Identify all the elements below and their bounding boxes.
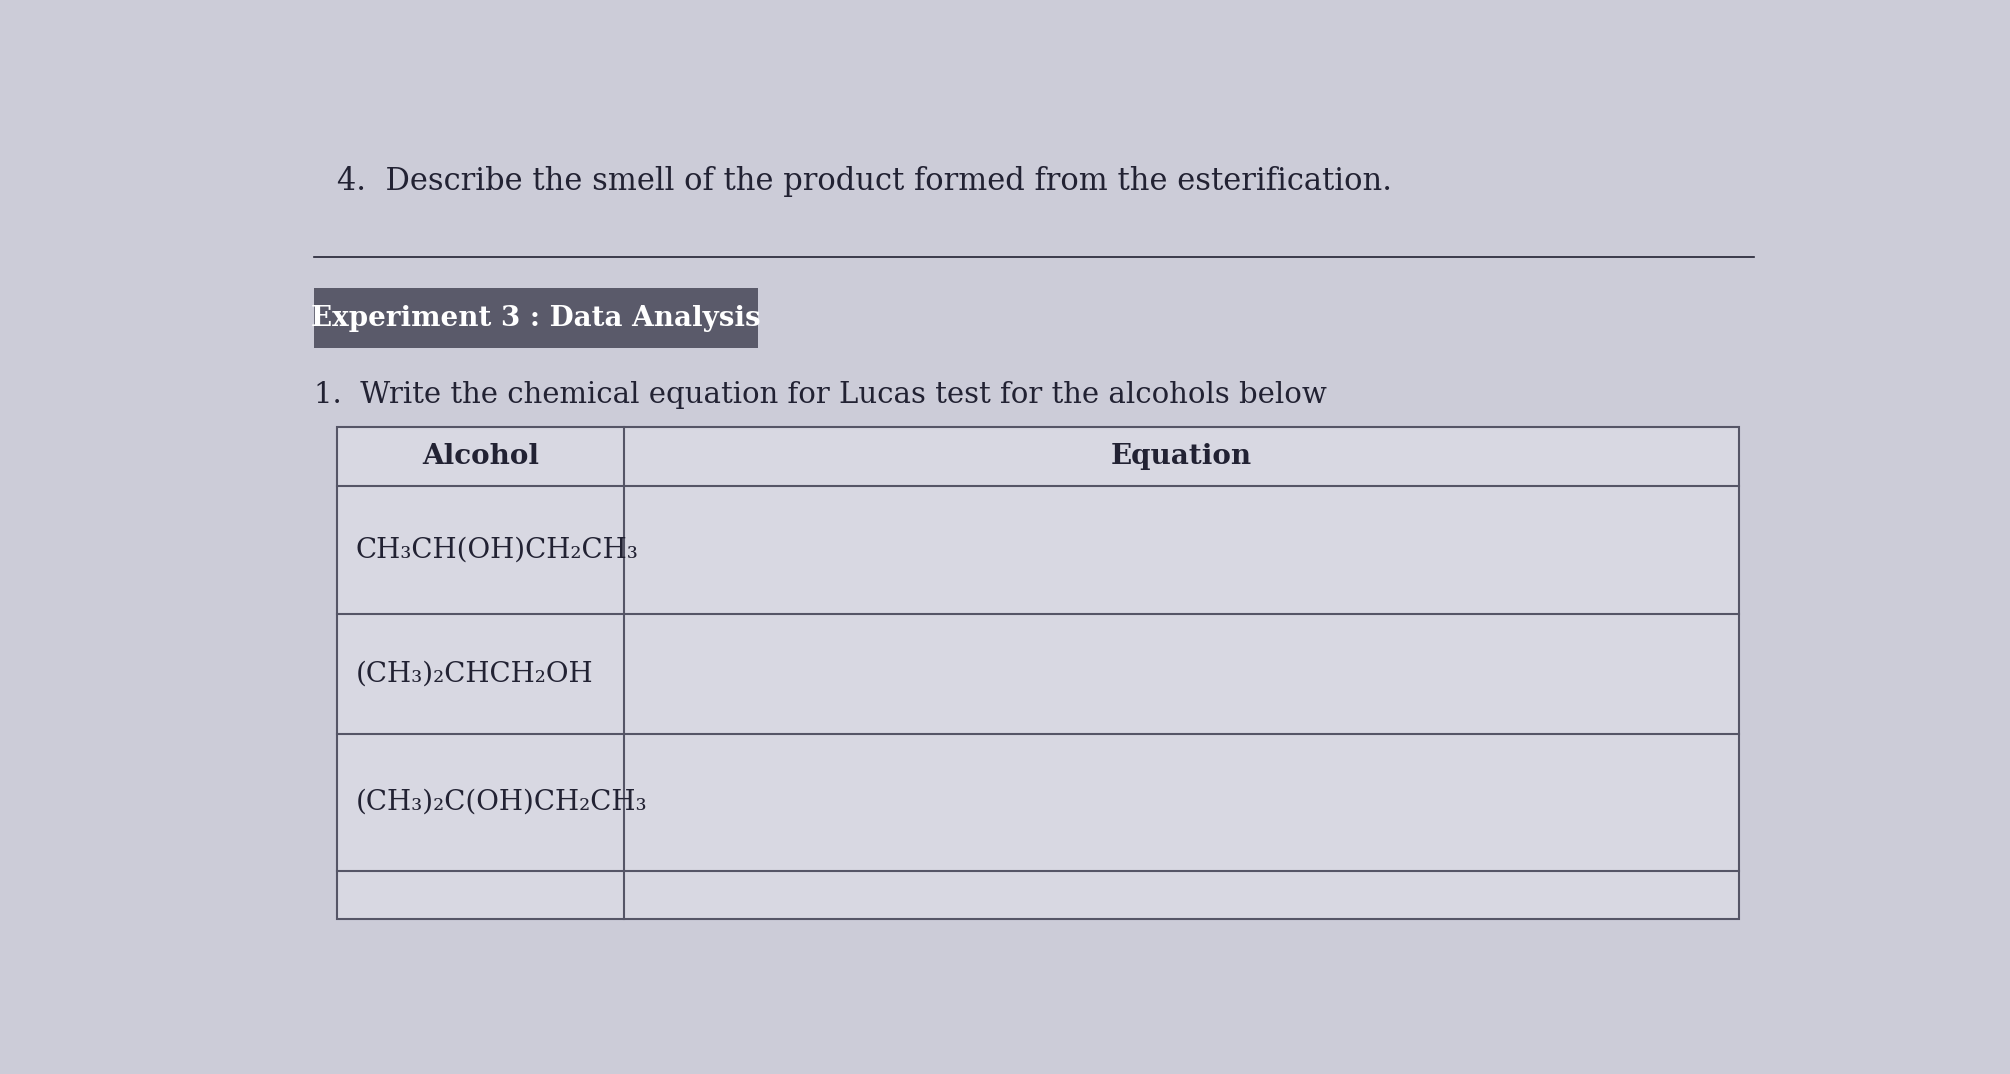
Text: Equation: Equation — [1112, 442, 1252, 469]
Text: 1.  Write the chemical equation for Lucas test for the alcohols below: 1. Write the chemical equation for Lucas… — [314, 381, 1327, 409]
Text: Alcohol: Alcohol — [422, 442, 539, 469]
Bar — [314, 289, 758, 348]
Text: (CH₃)₂C(OH)CH₂CH₃: (CH₃)₂C(OH)CH₂CH₃ — [356, 789, 647, 816]
Text: CH₃CH(OH)CH₂CH₃: CH₃CH(OH)CH₂CH₃ — [356, 537, 639, 564]
Text: (CH₃)₂CHCH₂OH: (CH₃)₂CHCH₂OH — [356, 661, 593, 687]
Text: 4.  Describe the smell of the product formed from the esterification.: 4. Describe the smell of the product for… — [338, 166, 1393, 198]
Bar — [338, 426, 1739, 918]
Text: Experiment 3 : Data Analysis: Experiment 3 : Data Analysis — [312, 305, 760, 332]
Bar — [338, 426, 1739, 918]
